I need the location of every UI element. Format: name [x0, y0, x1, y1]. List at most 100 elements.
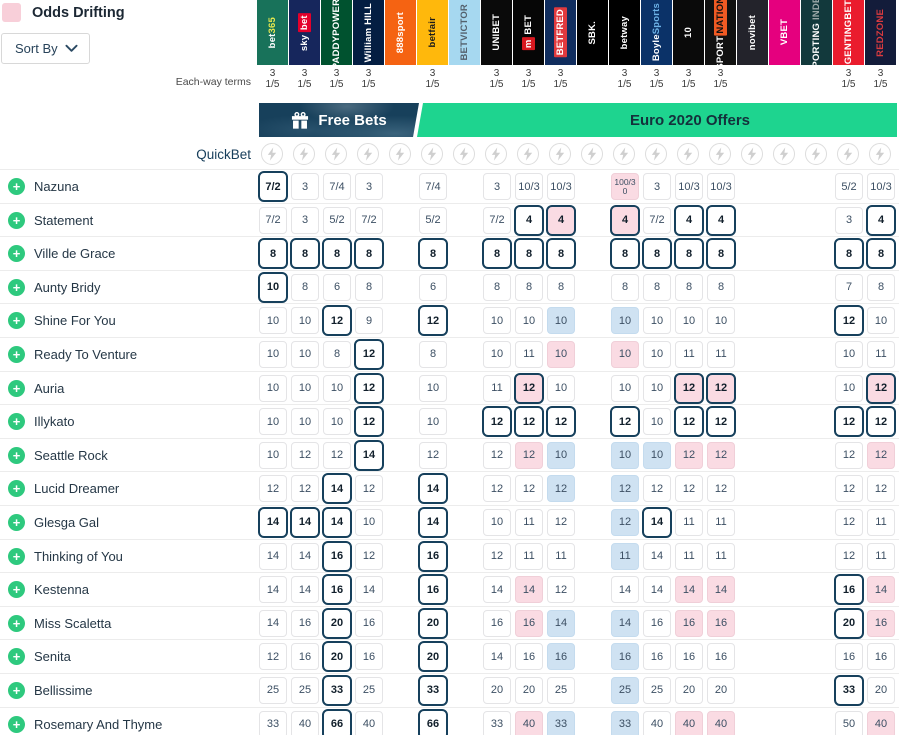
add-selection-button[interactable]: +: [8, 178, 25, 195]
quickbet-lightning-icon[interactable]: [421, 143, 443, 165]
odds-cell-illykato-sportnation[interactable]: 12: [706, 406, 736, 438]
odds-cell-ready-to-venture-betway[interactable]: 10: [611, 340, 639, 368]
horse-name[interactable]: Aunty Bridy: [34, 279, 101, 295]
odds-cell-kestenna-mansionbet[interactable]: 14: [515, 576, 543, 604]
odds-cell-shine-for-you-paddypower[interactable]: 12: [322, 305, 352, 337]
add-selection-button[interactable]: +: [8, 446, 25, 464]
odds-cell-kestenna-sportnation[interactable]: 14: [707, 576, 735, 604]
odds-cell-miss-scaletta-betfair[interactable]: 20: [418, 607, 448, 639]
odds-cell-miss-scaletta-sky-bet[interactable]: 16: [291, 609, 319, 637]
odds-cell-bellissime-bet365[interactable]: 25: [259, 676, 287, 704]
horse-name[interactable]: Statement: [34, 212, 94, 228]
odds-cell-ville-de-grace-boylesports[interactable]: 8: [642, 238, 672, 270]
quickbet-lightning-icon[interactable]: [549, 143, 571, 165]
odds-cell-auria-redzone[interactable]: 12: [866, 372, 896, 404]
odds-cell-auria-sky-bet[interactable]: 10: [291, 374, 319, 402]
odds-cell-auria-bet365[interactable]: 10: [259, 374, 287, 402]
odds-cell-illykato-betfred[interactable]: 12: [546, 406, 576, 438]
add-selection-button[interactable]: +: [8, 480, 25, 498]
odds-cell-aunty-bridy-betfair[interactable]: 6: [419, 273, 447, 301]
odds-cell-lucid-dreamer-boylesports[interactable]: 12: [643, 475, 671, 503]
odds-cell-kestenna-sky-bet[interactable]: 14: [291, 576, 319, 604]
odds-cell-illykato-betway[interactable]: 12: [610, 406, 640, 438]
odds-cell-bellissime-gentingbet[interactable]: 33: [834, 674, 864, 706]
quickbet-lightning-icon[interactable]: [645, 143, 667, 165]
add-selection-button[interactable]: +: [8, 581, 25, 599]
odds-cell-ready-to-venture-betfred[interactable]: 10: [547, 340, 575, 368]
odds-cell-shine-for-you-betfair[interactable]: 12: [418, 305, 448, 337]
odds-cell-nazuna-betfair[interactable]: 7/4: [419, 173, 447, 200]
odds-cell-ville-de-grace-sportnation[interactable]: 8: [706, 238, 736, 270]
odds-cell-thinking-of-you-redzone[interactable]: 11: [867, 542, 895, 570]
quickbet-lightning-icon[interactable]: [837, 143, 859, 165]
odds-cell-miss-scaletta-10bet[interactable]: 16: [675, 609, 703, 637]
horse-name[interactable]: Lucid Dreamer: [34, 481, 120, 497]
quickbet-lightning-icon[interactable]: [741, 143, 763, 165]
odds-cell-glesga-gal-redzone[interactable]: 11: [867, 508, 895, 536]
bookmaker-logo-paddypower[interactable]: PADDYPOWER.: [321, 0, 352, 65]
odds-cell-kestenna-10bet[interactable]: 14: [675, 576, 703, 604]
odds-cell-senita-sky-bet[interactable]: 16: [291, 643, 319, 671]
odds-cell-ready-to-venture-redzone[interactable]: 11: [867, 340, 895, 368]
odds-cell-auria-betway[interactable]: 10: [611, 374, 639, 402]
odds-cell-miss-scaletta-sportnation[interactable]: 16: [707, 609, 735, 637]
odds-cell-senita-unibet[interactable]: 14: [483, 643, 511, 671]
odds-cell-thinking-of-you-paddypower[interactable]: 16: [322, 540, 352, 572]
odds-cell-lucid-dreamer-betfred[interactable]: 12: [547, 475, 575, 503]
odds-cell-lucid-dreamer-william-hill[interactable]: 12: [355, 475, 383, 503]
odds-cell-auria-10bet[interactable]: 12: [674, 372, 704, 404]
odds-cell-aunty-bridy-boylesports[interactable]: 8: [643, 273, 671, 301]
odds-cell-auria-boylesports[interactable]: 10: [643, 374, 671, 402]
odds-cell-shine-for-you-redzone[interactable]: 10: [867, 307, 895, 335]
odds-cell-illykato-unibet[interactable]: 12: [482, 406, 512, 438]
odds-cell-statement-betway[interactable]: 4: [610, 204, 640, 236]
odds-cell-lucid-dreamer-sky-bet[interactable]: 12: [291, 475, 319, 503]
odds-cell-kestenna-betway[interactable]: 14: [611, 576, 639, 604]
odds-cell-aunty-bridy-redzone[interactable]: 8: [867, 273, 895, 301]
odds-cell-rosemary-and-thyme-redzone[interactable]: 40: [867, 710, 895, 735]
odds-cell-ready-to-venture-paddypower[interactable]: 8: [323, 340, 351, 368]
bookmaker-logo-novibet[interactable]: novibet: [737, 0, 768, 65]
odds-cell-bellissime-redzone[interactable]: 20: [867, 676, 895, 704]
odds-cell-statement-sky-bet[interactable]: 3: [291, 206, 319, 234]
odds-cell-ville-de-grace-gentingbet[interactable]: 8: [834, 238, 864, 270]
odds-cell-shine-for-you-sky-bet[interactable]: 10: [291, 307, 319, 335]
odds-cell-ready-to-venture-bet365[interactable]: 10: [259, 340, 287, 368]
horse-name[interactable]: Rosemary And Thyme: [34, 716, 163, 732]
odds-cell-nazuna-paddypower[interactable]: 7/4: [323, 173, 351, 200]
odds-cell-ville-de-grace-sky-bet[interactable]: 8: [290, 238, 320, 270]
odds-cell-lucid-dreamer-unibet[interactable]: 12: [483, 475, 511, 503]
odds-cell-thinking-of-you-unibet[interactable]: 12: [483, 542, 511, 570]
odds-cell-lucid-dreamer-betfair[interactable]: 14: [418, 473, 448, 505]
odds-cell-aunty-bridy-mansionbet[interactable]: 8: [515, 273, 543, 301]
odds-cell-thinking-of-you-10bet[interactable]: 11: [675, 542, 703, 570]
odds-cell-ville-de-grace-unibet[interactable]: 8: [482, 238, 512, 270]
odds-cell-rosemary-and-thyme-boylesports[interactable]: 40: [643, 710, 671, 735]
odds-cell-seattle-rock-william-hill[interactable]: 14: [354, 439, 384, 471]
odds-cell-seattle-rock-betfred[interactable]: 10: [547, 441, 575, 469]
odds-cell-seattle-rock-betway[interactable]: 10: [611, 441, 639, 469]
odds-cell-ready-to-venture-mansionbet[interactable]: 11: [515, 340, 543, 368]
quickbet-lightning-icon[interactable]: [325, 143, 347, 165]
odds-cell-rosemary-and-thyme-paddypower[interactable]: 66: [322, 708, 352, 735]
odds-cell-miss-scaletta-william-hill[interactable]: 16: [355, 609, 383, 637]
horse-name[interactable]: Glesga Gal: [34, 514, 100, 530]
odds-cell-lucid-dreamer-redzone[interactable]: 12: [867, 475, 895, 503]
odds-cell-illykato-mansionbet[interactable]: 12: [514, 406, 544, 438]
odds-cell-auria-gentingbet[interactable]: 10: [835, 374, 863, 402]
odds-cell-bellissime-unibet[interactable]: 20: [483, 676, 511, 704]
odds-cell-glesga-gal-sky-bet[interactable]: 14: [290, 506, 320, 538]
odds-cell-nazuna-bet365[interactable]: 7/2: [258, 171, 288, 202]
odds-cell-glesga-gal-gentingbet[interactable]: 12: [835, 508, 863, 536]
quickbet-lightning-icon[interactable]: [293, 143, 315, 165]
bookmaker-logo-redzone[interactable]: REDZONE: [865, 0, 896, 65]
horse-name[interactable]: Seattle Rock: [34, 447, 108, 463]
odds-cell-senita-betway[interactable]: 16: [611, 643, 639, 671]
odds-cell-auria-betfred[interactable]: 10: [547, 374, 575, 402]
odds-cell-glesga-gal-betway[interactable]: 12: [611, 508, 639, 536]
odds-cell-bellissime-mansionbet[interactable]: 20: [515, 676, 543, 704]
odds-cell-aunty-bridy-paddypower[interactable]: 6: [323, 273, 351, 301]
odds-cell-miss-scaletta-gentingbet[interactable]: 20: [834, 607, 864, 639]
odds-cell-seattle-rock-sportnation[interactable]: 12: [707, 441, 735, 469]
odds-cell-rosemary-and-thyme-sky-bet[interactable]: 40: [291, 710, 319, 735]
